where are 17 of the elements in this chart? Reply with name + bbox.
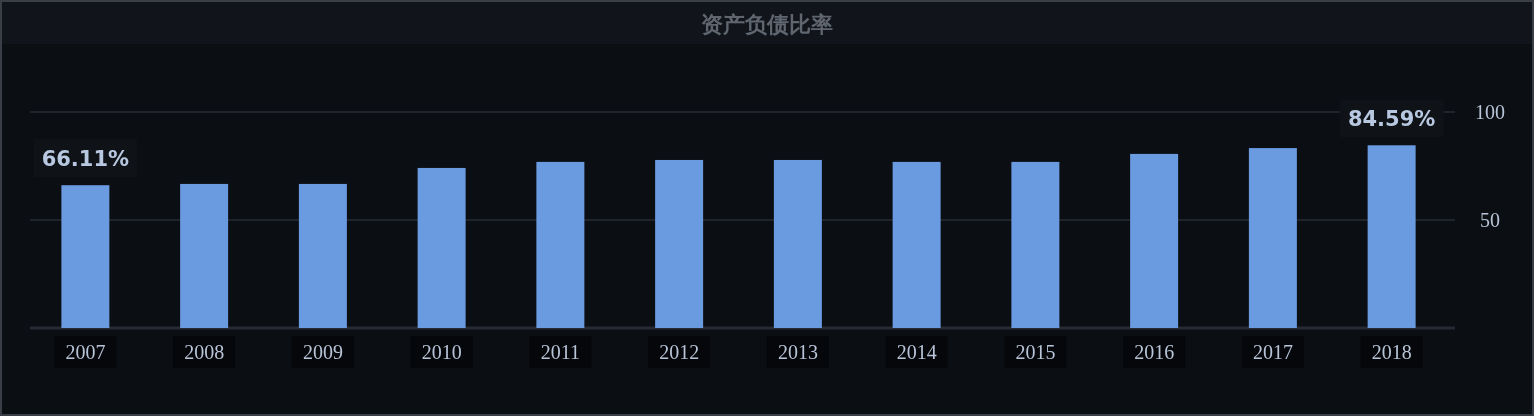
x-tick-label: 2011	[540, 341, 581, 363]
y-tick-label: 100	[1475, 101, 1505, 123]
y-tick-label: 50	[1480, 209, 1500, 231]
x-tick-label: 2009	[302, 341, 343, 363]
x-tick-label: 2014	[896, 341, 937, 363]
x-tick-label: 2012	[659, 341, 700, 363]
x-tick-label: 2018	[1371, 341, 1412, 363]
x-tick-label: 2017	[1252, 341, 1293, 363]
x-tick-label: 2010	[421, 341, 462, 363]
x-tick-label: 2015	[1015, 341, 1056, 363]
x-tick-label: 2016	[1134, 341, 1175, 363]
x-tick-label: 2007	[65, 341, 106, 363]
x-tick-label: 2013	[777, 341, 818, 363]
data-label: 84.59%	[1347, 107, 1436, 132]
x-tick-label: 2008	[184, 341, 225, 363]
data-label: 66.11%	[41, 147, 130, 172]
chart-title: 资产负债比率	[701, 12, 833, 37]
